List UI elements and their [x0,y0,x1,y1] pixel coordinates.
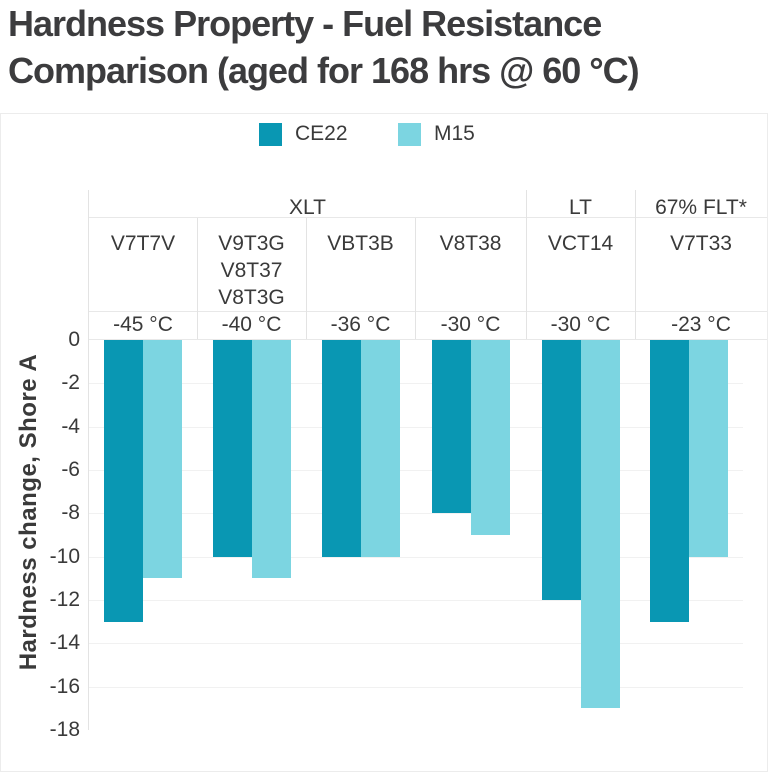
table-rule-0 [89,217,767,218]
legend-swatch-ce22 [259,122,282,146]
bar-m15-v9t3g [252,340,291,578]
temperature-label-2: -36 °C [330,313,391,336]
chart-card-border [0,113,768,772]
bar-ce22-vbt3b [322,340,361,557]
y-tick-label--6: -6 [61,458,80,481]
gridline--14 [89,643,743,645]
y-tick-label--10: -10 [49,544,80,568]
chart-title-line1: Hardness Property - Fuel Resistance [8,3,602,44]
legend: CE22 M15 [0,120,774,152]
chart-title: Hardness Property - Fuel Resistance Comp… [8,0,640,94]
bar-m15-v7t7v [143,340,182,578]
y-tick-label--2: -2 [61,371,80,395]
y-axis-line [88,190,89,730]
legend-label-ce22: CE22 [295,122,348,145]
gridline--4 [89,426,743,428]
temperature-label-3: -30 °C [440,313,501,336]
category-label-v9t3g: V9T3G V8T37 V8T3G [218,232,285,309]
bar-ce22-v7t33 [650,340,689,622]
legend-swatch-m15 [398,122,421,146]
y-tick-label--14: -14 [49,631,80,655]
category-label-v7t7v: V7T7V [110,232,176,255]
column-divider-3 [415,218,416,339]
bar-m15-v8t38 [471,340,510,535]
temperature-label-0: -45 °C [113,313,173,336]
table-rule-1 [89,311,767,312]
bar-ce22-v8t38 [432,340,471,513]
chart-title-line2: Comparison (aged for 168 hrs @ 60 °C) [8,50,640,91]
category-label-vct14: VCT14 [547,232,614,255]
bar-m15-v7t33 [689,340,728,557]
gridline--16 [89,686,743,688]
column-divider-1 [197,218,198,339]
bar-ce22-vct14 [542,340,581,600]
gridline--10 [89,556,743,558]
bar-ce22-v9t3g [213,340,252,557]
y-tick-label-0: 0 [68,328,80,351]
temperature-label-1: -40 °C [221,313,282,336]
group-header-lt: LT [569,196,592,219]
category-label-vbt3b: VBT3B [327,232,394,255]
category-label-v8t38: V8T38 [439,232,502,255]
bar-ce22-v7t7v [104,340,143,622]
y-tick-label--12: -12 [49,588,80,611]
group-header-xlt: XLT [289,196,326,219]
y-tick-label--4: -4 [61,414,80,438]
group-header-67-flt-: 67% FLT* [655,196,747,219]
column-divider-2 [306,218,307,339]
legend-item-m15: M15 [398,120,475,148]
group-divider-4 [526,190,527,339]
bar-m15-vbt3b [361,340,400,557]
temperature-label-4: -30 °C [550,313,611,336]
legend-label-m15: M15 [434,122,475,145]
gridline--12 [89,600,743,601]
group-divider-5 [635,190,636,339]
category-label-v7t33: V7T33 [670,232,732,255]
temperature-label-5: -23 °C [671,313,731,336]
gridline--6 [89,470,743,471]
gridline--2 [89,383,743,385]
table-rule-2 [89,339,767,340]
bar-m15-vct14 [581,340,620,708]
gridline--8 [89,513,743,515]
y-tick-label--8: -8 [61,501,80,525]
legend-item-ce22: CE22 [259,120,348,148]
y-tick-label--16: -16 [49,674,80,698]
y-tick-label--18: -18 [49,718,80,741]
